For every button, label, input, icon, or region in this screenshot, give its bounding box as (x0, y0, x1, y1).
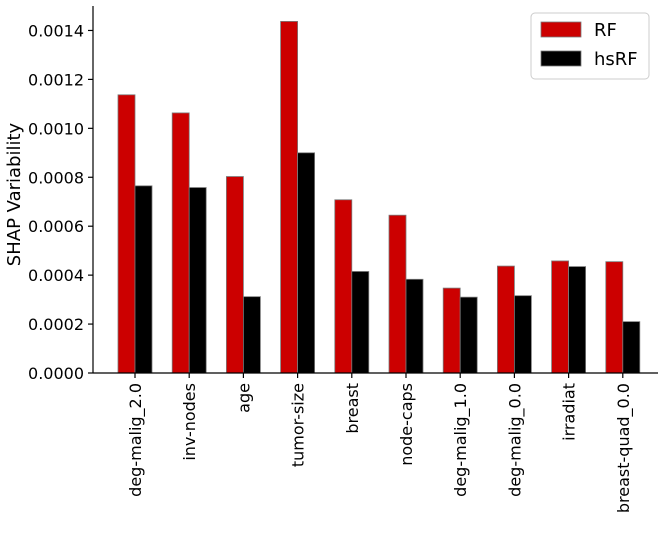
x-tick-label: node-caps (397, 383, 416, 466)
bar-hsrf-8 (568, 266, 586, 374)
bar-hsrf-5 (405, 278, 424, 374)
bar-hsrf-4 (351, 271, 370, 374)
y-tick-label: 0.0004 (28, 266, 84, 285)
legend: RF hsRF (530, 12, 650, 80)
y-axis-label: SHAP Variability (4, 122, 25, 266)
bar-rf-2 (225, 176, 244, 374)
bar-rf-1 (171, 112, 190, 374)
y-tick-label: 0.0002 (28, 315, 84, 334)
x-tick-label: breast (343, 383, 362, 434)
y-tick-label: 0.0008 (28, 168, 84, 187)
bar-rf-5 (388, 214, 407, 374)
y-tick-label: 0.0014 (28, 21, 84, 40)
x-axis-ticks: deg-malig_2.0 inv-nodes age tumor-size breas… (126, 373, 634, 513)
bar-hsrf-1 (188, 187, 207, 374)
x-tick-label: age (234, 383, 253, 413)
legend-swatch-rf (540, 21, 582, 38)
bar-hsrf-9 (622, 321, 641, 374)
bar-hsrf-3 (297, 152, 316, 374)
x-tick-label: breast-quad_0.0 (614, 383, 634, 513)
x-tick-label: deg-malig_2.0 (126, 383, 146, 497)
bar-rf-6 (442, 287, 461, 374)
x-tick-label: irradiat (560, 383, 579, 441)
x-tick-label: tumor-size (289, 383, 308, 467)
bar-rf-0 (117, 94, 136, 374)
y-tick-label: 0.0000 (28, 364, 84, 383)
bar-hsrf-2 (242, 296, 261, 374)
bar-hsrf-6 (459, 296, 478, 374)
bar-rf-7 (496, 265, 515, 374)
bar-rf-8 (551, 260, 569, 374)
bar-rf-9 (605, 261, 624, 374)
y-tick-label: 0.0012 (28, 70, 84, 89)
y-tick-label: 0.0010 (28, 119, 84, 138)
legend-label-rf: RF (594, 20, 617, 41)
x-tick-label: deg-malig_0.0 (505, 383, 525, 497)
bar-rf-4 (334, 199, 353, 374)
bar-hsrf-0 (134, 185, 153, 374)
bar-hsrf-7 (514, 295, 532, 374)
x-tick-label: deg-malig_1.0 (451, 383, 471, 497)
legend-swatch-hsrf (540, 50, 582, 67)
x-tick-label: inv-nodes (180, 383, 199, 461)
legend-label-hsrf: hsRF (594, 49, 638, 70)
y-tick-label: 0.0006 (28, 217, 84, 236)
y-axis-ticks: 0.0000 0.0002 0.0004 0.0006 0.0008 0.0010 0.00… (28, 21, 93, 383)
bar-rf-3 (280, 21, 299, 374)
